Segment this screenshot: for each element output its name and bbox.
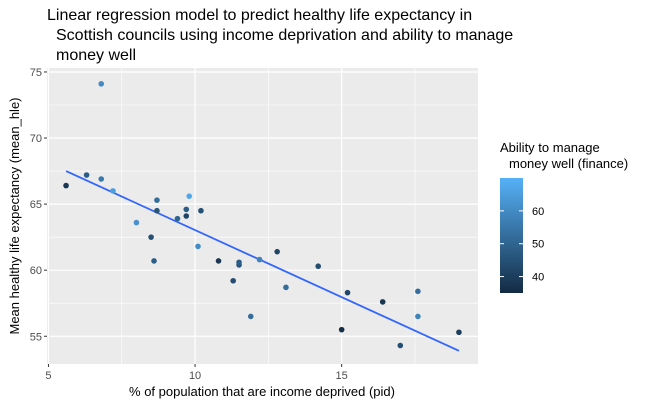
x-tick-label: 15 bbox=[336, 370, 348, 382]
grid-minor bbox=[47, 68, 478, 364]
data-point bbox=[247, 313, 254, 320]
data-point bbox=[397, 342, 404, 349]
data-point bbox=[98, 81, 105, 87]
data-point bbox=[230, 277, 236, 284]
legend-tick-label: 50 bbox=[532, 239, 544, 251]
y-tick-label: 65 bbox=[30, 199, 42, 211]
legend-tick-label: 40 bbox=[532, 272, 544, 284]
grid-major bbox=[47, 68, 478, 364]
x-tick-label: 5 bbox=[45, 370, 51, 382]
x-axis-label: % of population that are income deprived… bbox=[129, 384, 395, 399]
data-point bbox=[415, 313, 421, 320]
y-axis-ticks: 55 60 65 70 75 bbox=[30, 67, 47, 343]
data-point bbox=[154, 197, 160, 203]
data-point bbox=[344, 289, 351, 296]
chart-title-line-2: Scottish councils using income deprivati… bbox=[56, 27, 513, 44]
x-axis-ticks: 5 10 15 bbox=[45, 364, 348, 382]
data-point bbox=[274, 248, 280, 255]
data-point bbox=[283, 284, 289, 291]
data-point bbox=[63, 182, 69, 189]
data-point bbox=[195, 243, 201, 250]
data-point bbox=[174, 215, 181, 222]
legend-tick-label: 60 bbox=[532, 206, 544, 218]
data-point bbox=[215, 258, 222, 264]
legend-ticks: 40 50 60 bbox=[500, 206, 544, 284]
data-point bbox=[338, 326, 345, 333]
data-point bbox=[110, 188, 116, 194]
y-axis-label: Mean healthy life expectancy (mean_hle) bbox=[7, 97, 22, 334]
data-point bbox=[186, 193, 193, 199]
legend-title-line-2: money well (finance) bbox=[509, 156, 628, 171]
data-point bbox=[148, 234, 154, 240]
data-point bbox=[83, 172, 90, 178]
data-point bbox=[133, 219, 140, 226]
y-tick-label: 75 bbox=[30, 67, 42, 79]
chart-title: Linear regression model to predict healt… bbox=[47, 7, 513, 64]
data-point bbox=[198, 207, 204, 214]
chart-title-line-1: Linear regression model to predict healt… bbox=[47, 7, 472, 24]
data-point bbox=[379, 299, 386, 305]
data-point bbox=[415, 288, 421, 295]
x-tick-label: 10 bbox=[189, 370, 201, 382]
data-point bbox=[183, 206, 190, 213]
data-point bbox=[154, 207, 160, 214]
data-points bbox=[63, 81, 462, 349]
data-point bbox=[315, 263, 322, 270]
data-point bbox=[456, 329, 462, 336]
y-tick-label: 70 bbox=[30, 133, 42, 145]
regression-line bbox=[65, 170, 460, 352]
data-point bbox=[256, 256, 263, 263]
y-tick-label: 60 bbox=[30, 265, 42, 277]
legend-title-line-1: Ability to manage bbox=[500, 140, 600, 155]
chart-title-line-3: money well bbox=[56, 47, 136, 64]
data-point bbox=[98, 176, 105, 182]
legend: Ability to manage money well (finance) 4… bbox=[500, 140, 628, 293]
legend-colorbar bbox=[500, 178, 523, 293]
data-point bbox=[151, 258, 157, 264]
data-point bbox=[183, 213, 190, 219]
y-tick-label: 55 bbox=[30, 331, 42, 343]
data-point bbox=[236, 259, 242, 266]
plot-panel bbox=[47, 68, 478, 364]
